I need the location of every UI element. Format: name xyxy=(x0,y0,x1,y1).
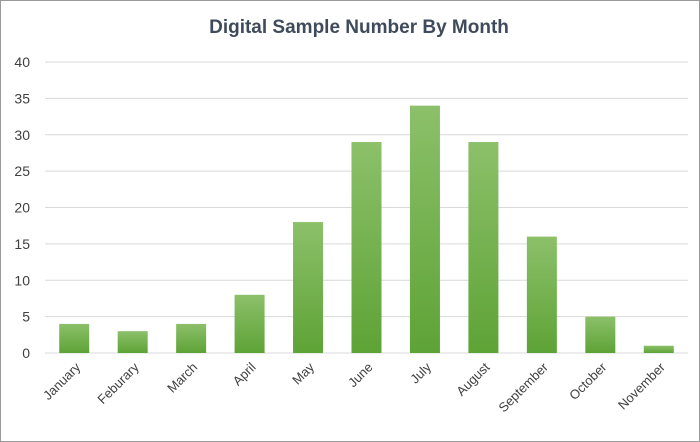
x-axis-ticks: January Feburary March April May June July Augu… xyxy=(40,359,668,415)
y-tick-label: 15 xyxy=(14,236,30,252)
bar-june xyxy=(351,142,382,353)
bar-may xyxy=(293,222,324,353)
y-tick-label: 5 xyxy=(22,309,30,325)
x-tick-label: May xyxy=(289,359,317,387)
bar-january xyxy=(59,323,90,353)
x-tick-label: January xyxy=(40,359,84,403)
x-tick-label: July xyxy=(407,359,434,386)
x-tick-label: March xyxy=(164,360,200,396)
x-tick-label: September xyxy=(495,359,551,415)
bars xyxy=(59,105,674,354)
bar-september xyxy=(526,236,557,353)
x-tick-label: Feburary xyxy=(94,359,142,407)
bar-october xyxy=(585,316,616,353)
bar-november xyxy=(643,345,674,353)
bar-july xyxy=(409,105,440,354)
y-tick-label: 40 xyxy=(14,54,30,70)
x-tick-label: October xyxy=(566,359,610,403)
x-tick-label: April xyxy=(230,359,259,388)
x-tick-label: August xyxy=(453,359,492,398)
bar-march xyxy=(176,323,207,353)
y-tick-label: 10 xyxy=(14,272,30,288)
bar-feburary xyxy=(117,331,148,353)
y-tick-label: 30 xyxy=(14,127,30,143)
x-tick-label: November xyxy=(615,359,668,412)
y-tick-label: 35 xyxy=(14,90,30,106)
x-tick-label: June xyxy=(345,360,376,391)
bar-august xyxy=(468,142,499,353)
chart-title: Digital Sample Number By Month xyxy=(209,17,509,38)
y-tick-label: 0 xyxy=(22,345,30,361)
y-axis-ticks: 0 5 10 15 20 25 30 35 40 xyxy=(14,54,30,361)
y-tick-label: 25 xyxy=(14,163,30,179)
bar-april xyxy=(234,294,265,353)
y-tick-label: 20 xyxy=(14,200,30,216)
